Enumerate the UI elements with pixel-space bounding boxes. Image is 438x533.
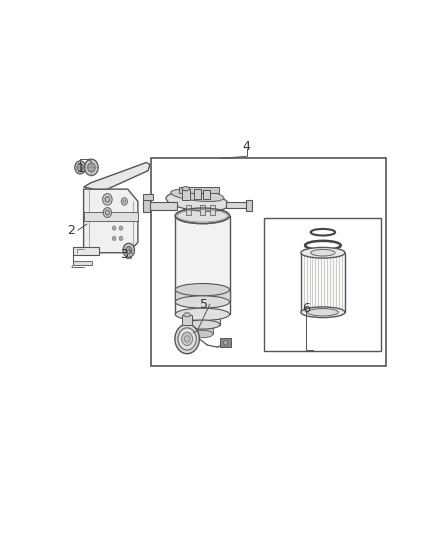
Ellipse shape (182, 187, 190, 191)
Circle shape (105, 210, 110, 215)
Circle shape (77, 164, 83, 171)
Ellipse shape (192, 330, 213, 338)
Text: 1: 1 (76, 162, 84, 175)
Circle shape (113, 226, 116, 230)
Bar (152, 158, 386, 366)
Circle shape (123, 200, 126, 203)
Bar (127, 253, 131, 258)
Ellipse shape (185, 320, 220, 329)
Bar (203, 190, 210, 199)
Bar (146, 202, 177, 209)
Text: 6: 6 (302, 302, 310, 314)
Bar (200, 205, 205, 215)
Ellipse shape (178, 328, 196, 350)
Bar (185, 313, 220, 325)
Ellipse shape (175, 208, 230, 224)
Ellipse shape (175, 296, 230, 308)
Circle shape (102, 193, 112, 205)
Ellipse shape (182, 333, 193, 345)
Bar (264, 218, 381, 351)
Text: 3: 3 (120, 248, 128, 261)
Bar (143, 195, 153, 200)
Ellipse shape (166, 192, 229, 211)
Ellipse shape (311, 249, 335, 256)
Circle shape (123, 243, 134, 257)
Circle shape (119, 236, 123, 240)
Ellipse shape (307, 309, 339, 316)
Ellipse shape (223, 340, 227, 345)
Ellipse shape (301, 307, 345, 318)
Text: 2: 2 (67, 224, 75, 237)
Bar (143, 200, 150, 212)
Ellipse shape (175, 324, 199, 354)
Circle shape (113, 236, 116, 240)
Bar (194, 189, 201, 199)
Polygon shape (84, 189, 138, 253)
Circle shape (121, 198, 127, 205)
Bar (220, 338, 230, 347)
Text: 4: 4 (243, 140, 251, 152)
Circle shape (85, 159, 98, 175)
Circle shape (103, 207, 111, 217)
Bar (210, 205, 215, 215)
Ellipse shape (184, 336, 190, 342)
Bar (246, 200, 252, 211)
Circle shape (126, 247, 132, 254)
Circle shape (75, 161, 86, 174)
Bar (226, 202, 248, 208)
Bar (84, 212, 138, 221)
Bar (175, 216, 230, 314)
Bar (175, 290, 230, 302)
Ellipse shape (301, 247, 345, 258)
Ellipse shape (184, 313, 191, 317)
Bar (187, 205, 191, 215)
Bar (301, 253, 345, 312)
Bar (74, 247, 99, 255)
Bar (74, 261, 92, 265)
Bar (192, 324, 213, 334)
Ellipse shape (175, 308, 230, 320)
Text: 5: 5 (200, 297, 208, 311)
Circle shape (119, 226, 123, 230)
Ellipse shape (171, 189, 224, 201)
Bar (182, 314, 192, 325)
Bar (179, 187, 219, 193)
Circle shape (105, 197, 110, 202)
Circle shape (88, 163, 95, 172)
Bar (182, 189, 190, 200)
Ellipse shape (175, 284, 230, 296)
Polygon shape (84, 163, 150, 189)
